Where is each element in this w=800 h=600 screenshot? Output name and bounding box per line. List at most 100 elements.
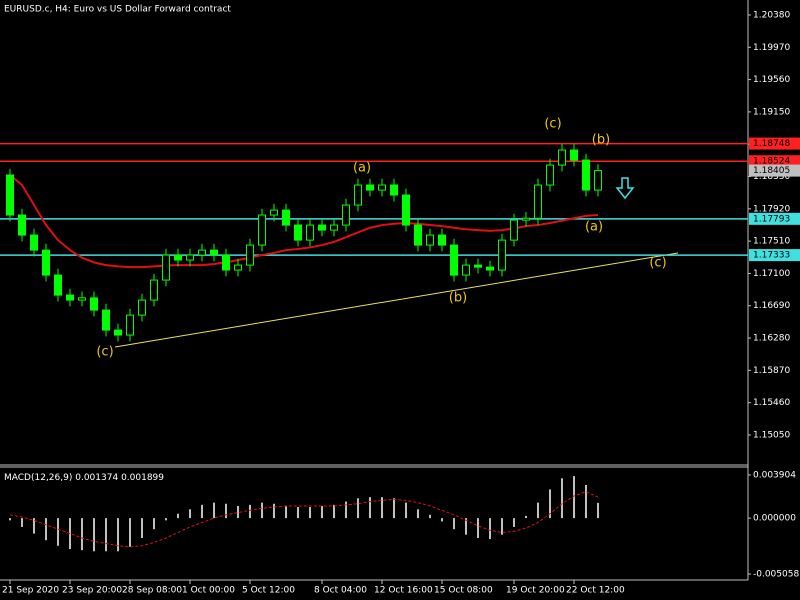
candle-body [498,239,506,271]
candle-body [594,170,602,191]
candle-body [306,224,314,241]
wave-label: (c) [544,117,561,132]
macd-bar [45,518,47,541]
y-tick-label: 1.15050 [753,430,790,440]
candle-body [222,254,230,271]
candle-body [282,209,290,226]
candle-body [234,264,242,271]
x-tick-label: 1 Oct 00:00 [182,586,235,596]
macd-bar [345,501,347,519]
candle-body [66,294,74,301]
candle-body [78,297,86,301]
candle-body [270,209,278,216]
y-tick-label: 1.17100 [753,269,790,279]
candle-body [426,234,434,246]
macd-bar [573,476,575,519]
y-tick-label: 1.16690 [753,301,790,311]
level-label: 1.17333 [753,251,790,261]
macd-bar [129,518,131,547]
macd-bar [177,513,179,519]
macd-bar [225,503,227,519]
macd-bar [333,504,335,519]
macd-bar [285,505,287,519]
candle-body [342,204,350,226]
y-tick-label: 1.17510 [753,237,790,247]
macd-bar [261,502,263,519]
candle-body [318,224,326,231]
candle-body [162,254,170,281]
candle-body [558,149,566,166]
candle-body [438,234,446,246]
candle-body [186,254,194,261]
macd-bar [33,518,35,534]
macd-bar [585,484,587,519]
candle-body [582,159,590,191]
trend-line [114,252,679,348]
x-tick-label: 12 Oct 16:00 [374,586,433,596]
candle-body [486,266,494,271]
macd-bar [381,497,383,519]
chart-title: EURUSD.c, H4: Euro vs US Dollar Forward … [4,5,231,15]
wave-label: (c) [96,345,113,360]
candle-body [546,164,554,186]
macd-y-tick-label: -0.005058 [753,570,799,580]
candle-body [54,274,62,296]
macd-bar [237,505,239,519]
macd-bar [117,518,119,552]
candle-body [402,194,410,226]
candle-body [450,244,458,276]
y-tick-label: 1.15460 [753,398,790,408]
macd-bar [309,507,311,519]
macd-bar [537,502,539,519]
y-tick-label: 1.15870 [753,366,790,376]
macd-y-tick-label: 0.003904 [753,470,796,480]
candle-body [378,184,386,191]
macd-signal-value: 0.001899 [121,473,164,483]
candle-body [126,314,134,336]
candle-body [42,249,50,276]
macd-header: MACD(12,26,9) 0.001374 0.001899 [4,473,164,483]
x-tick-label: 19 Oct 20:00 [506,586,565,596]
x-tick-label: 8 Oct 04:00 [314,586,367,596]
macd-bar [501,518,503,535]
candle-body [246,244,254,266]
macd-bar [393,498,395,519]
x-tick-label: 28 Sep 08:00 [122,586,182,596]
candle-body [174,254,182,261]
macd-bar [321,505,323,519]
y-tick-label: 1.19560 [753,75,790,85]
macd-bar [9,518,11,521]
wave-label: (c) [649,256,666,271]
candle-body [366,184,374,191]
macd-bar [21,518,23,527]
candle-body [510,219,518,241]
level-label: 1.17793 [753,214,790,224]
candle-body [390,184,398,196]
candle-body [522,217,530,221]
x-tick-label: 23 Sep 20:00 [62,586,122,596]
candle-body [534,184,542,219]
macd-bar [105,518,107,552]
macd-bar [81,518,83,551]
macd-bar [297,507,299,519]
macd-bar [489,518,491,540]
x-tick-label: 22 Oct 12:00 [566,586,625,596]
macd-signal [9,491,599,548]
candle-body [114,329,122,336]
macd-bar [57,518,59,546]
y-tick-label: 1.19150 [753,107,790,117]
wave-label: (b) [449,291,467,306]
candle-body [258,214,266,246]
macd-bar [189,509,191,519]
macd-bar [549,489,551,519]
macd-value: 0.001374 [75,473,118,483]
wave-label: (a) [353,161,371,176]
y-tick-label: 1.20380 [753,10,790,20]
macd-name: MACD(12,26,9) [4,473,72,483]
down-arrow [615,177,635,200]
macd-bar [453,518,455,530]
candle-body [210,249,218,256]
macd-bar [597,502,599,519]
candle-body [30,234,38,251]
